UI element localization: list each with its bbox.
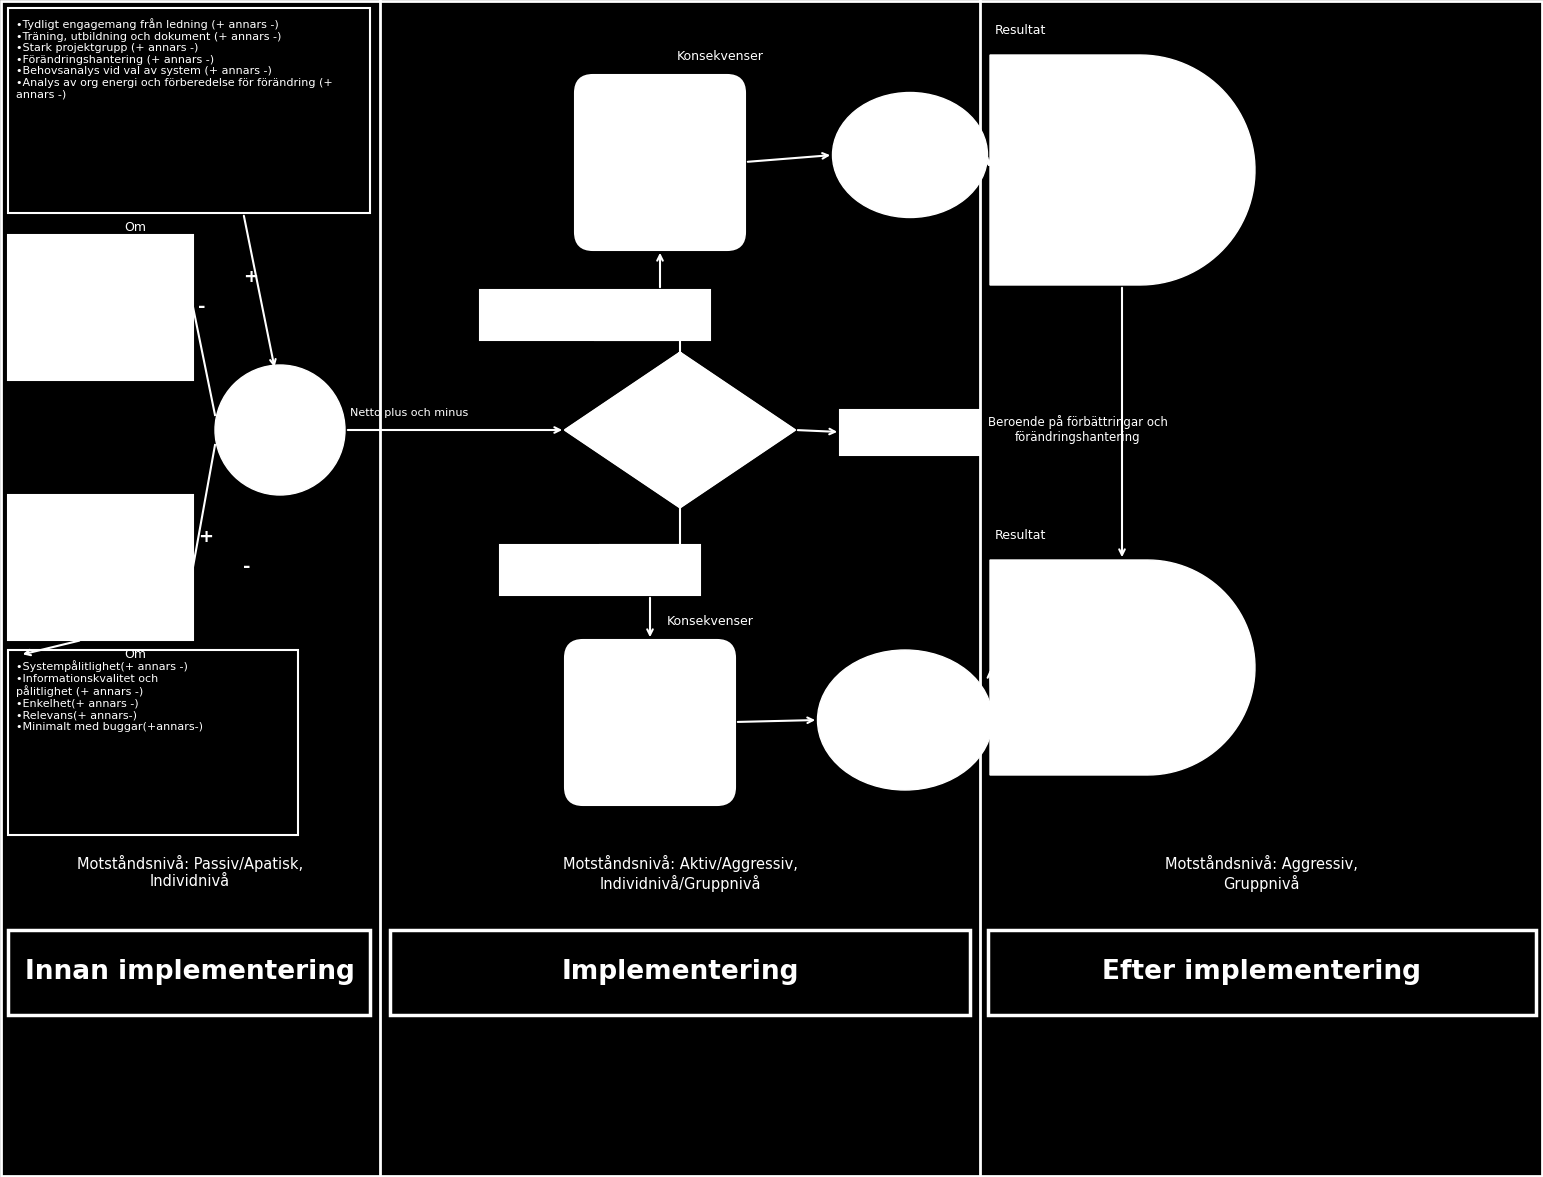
Text: Beroende på förbättringar och
förändringshantering: Beroende på förbättringar och förändring… — [988, 415, 1168, 444]
Text: Om: Om — [123, 649, 147, 661]
Polygon shape — [565, 352, 795, 507]
Text: Motståndsnivå: Passiv/Apatisk,
Individnivå: Motståndsnivå: Passiv/Apatisk, Individni… — [77, 855, 302, 890]
Text: Konsekvenser: Konsekvenser — [667, 616, 753, 629]
Text: Efter implementering: Efter implementering — [1102, 959, 1421, 985]
Text: -: - — [198, 298, 205, 315]
Text: Om: Om — [123, 221, 147, 234]
Text: -: - — [242, 558, 250, 576]
Bar — [8, 930, 370, 1015]
Text: •Tydligt engagemang från ledning (+ annars -)
•Träning, utbildning och dokument : •Tydligt engagemang från ledning (+ anna… — [15, 18, 333, 100]
Bar — [8, 650, 298, 834]
Text: Netto plus och minus: Netto plus och minus — [350, 408, 468, 418]
FancyBboxPatch shape — [576, 75, 745, 250]
Text: Resultat: Resultat — [995, 24, 1046, 36]
Text: Resultat: Resultat — [995, 528, 1046, 541]
Bar — [500, 545, 701, 596]
Ellipse shape — [833, 93, 988, 218]
Bar — [390, 930, 971, 1015]
Text: Motståndsnivå: Aktiv/Aggressiv,
Individnivå/Gruppnivå: Motståndsnivå: Aktiv/Aggressiv, Individn… — [563, 855, 798, 892]
Text: Motståndsnivå: Aggressiv,
Gruppnivå: Motståndsnivå: Aggressiv, Gruppnivå — [1165, 855, 1358, 892]
Text: Innan implementering: Innan implementering — [25, 959, 355, 985]
Bar — [988, 930, 1535, 1015]
Ellipse shape — [818, 650, 992, 790]
Bar — [839, 410, 980, 455]
Circle shape — [214, 365, 346, 496]
Bar — [8, 496, 193, 640]
Polygon shape — [991, 560, 1254, 774]
Bar — [480, 290, 710, 340]
Text: •Systempålitlighet(+ annars -)
•Informationskvalitet och
pålitlighet (+ annars -: •Systempålitlighet(+ annars -) •Informat… — [15, 660, 204, 732]
Text: Konsekvenser: Konsekvenser — [676, 49, 764, 64]
Text: +: + — [198, 528, 213, 546]
Text: Implementering: Implementering — [562, 959, 799, 985]
Polygon shape — [991, 55, 1254, 285]
Bar — [8, 235, 193, 380]
Text: +: + — [242, 268, 258, 286]
Bar — [8, 8, 370, 213]
FancyBboxPatch shape — [565, 640, 734, 805]
